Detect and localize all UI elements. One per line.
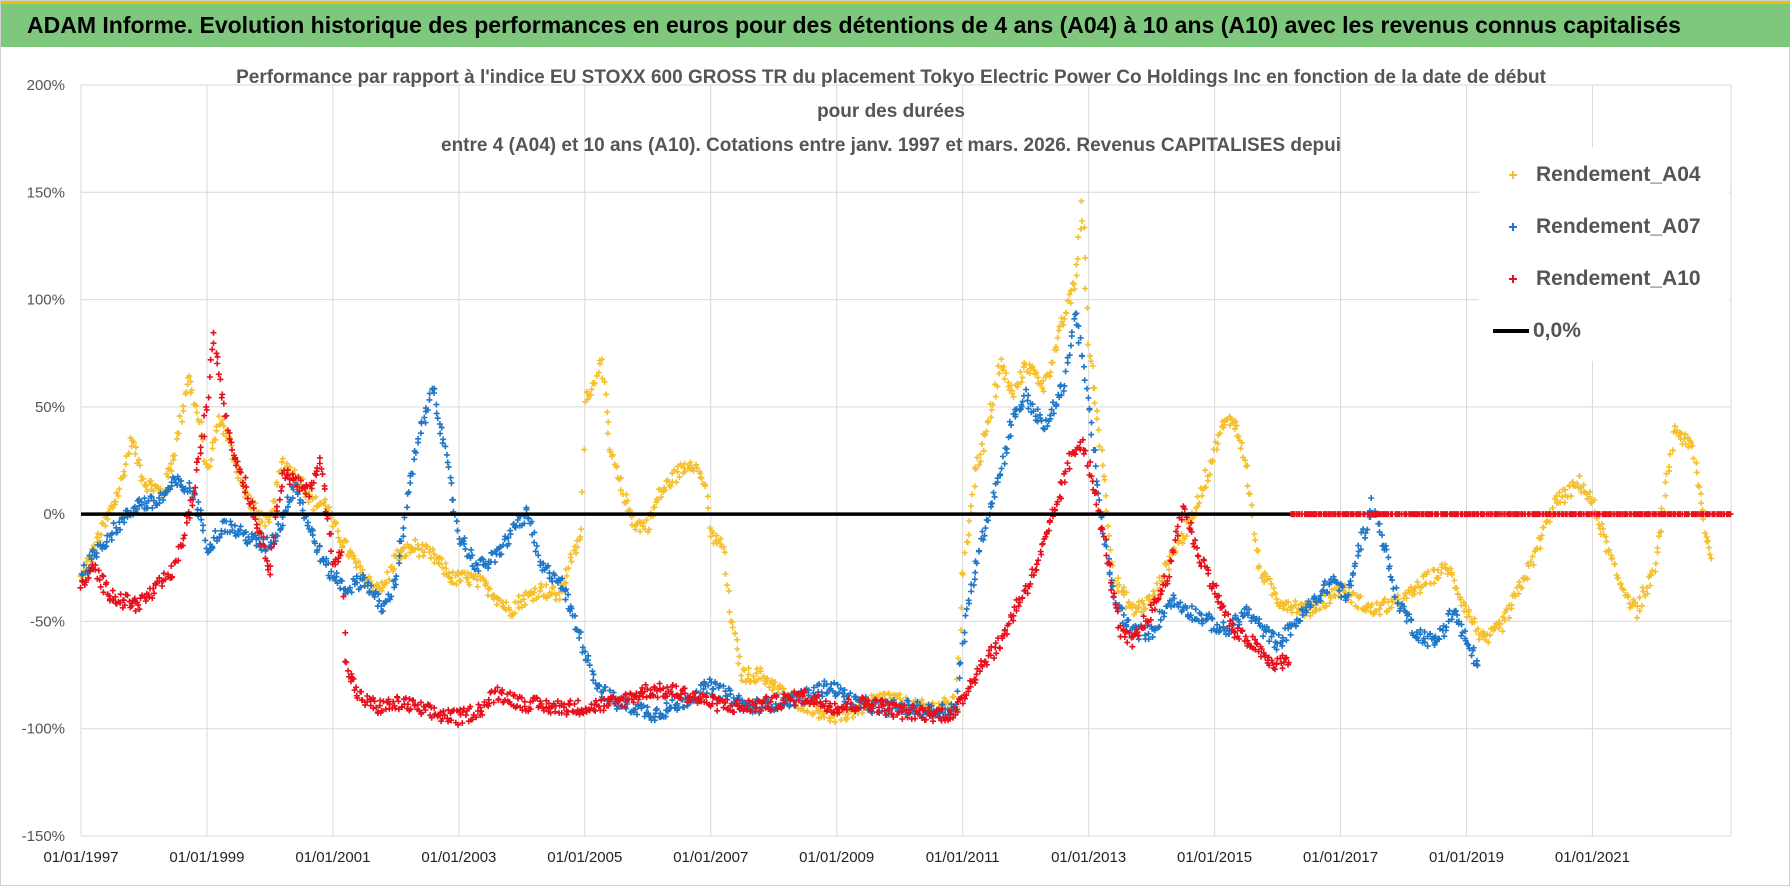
x-tick-label: 01/01/2005	[547, 849, 622, 866]
chart-title-line: Performance par rapport à l'indice EU ST…	[236, 67, 1546, 88]
x-axis-tick-labels: 01/01/1997 01/01/1999 01/01/2001 01/01/2003…	[43, 849, 1630, 866]
series-rendement-a10-0-0-	[1288, 511, 1734, 518]
y-tick-label: 0%	[43, 506, 65, 523]
scatter-markers	[77, 329, 1292, 728]
legend-background	[1479, 147, 1729, 361]
scatter-markers	[1288, 511, 1734, 518]
y-tick-label: 100%	[27, 292, 65, 309]
x-tick-label: 01/01/2009	[799, 849, 874, 866]
x-tick-label: 01/01/2017	[1303, 849, 1378, 866]
x-tick-label: 01/01/2021	[1555, 849, 1630, 866]
legend-marker-a10	[1509, 275, 1517, 283]
x-tick-label: 01/01/2019	[1429, 849, 1504, 866]
chart-svg: 200% 150% 100% 50% 0% -50% -100% -150% 01/01/19…	[22, 67, 1734, 866]
report-title: ADAM Informe. Evolution historique des p…	[27, 12, 1681, 38]
x-tick-label: 01/01/2001	[295, 849, 370, 866]
series-layer	[77, 198, 1734, 728]
legend-label-a10: Rendement_A10	[1536, 267, 1701, 290]
legend-marker-a07	[1509, 223, 1517, 231]
legend-label-a04: Rendement_A04	[1536, 163, 1701, 186]
x-tick-label: 01/01/2003	[421, 849, 496, 866]
legend-label-a07: Rendement_A07	[1536, 215, 1701, 238]
y-axis-tick-labels: 200% 150% 100% 50% 0% -50% -100% -150%	[22, 77, 65, 845]
x-tick-label: 01/01/1997	[43, 849, 118, 866]
y-tick-label: 200%	[27, 77, 65, 94]
scatter-markers	[78, 310, 1481, 724]
x-tick-label: 01/01/2007	[673, 849, 748, 866]
chart-title: Performance par rapport à l'indice EU ST…	[236, 67, 1546, 156]
x-tick-label: 01/01/1999	[169, 849, 244, 866]
chart-title-line: entre 4 (A04) et 10 ans (A10). Cotations…	[441, 135, 1341, 156]
series-rendement-a10	[77, 329, 1292, 728]
y-tick-label: 50%	[35, 399, 65, 416]
y-tick-label: -100%	[22, 721, 65, 738]
x-tick-label: 01/01/2011	[926, 849, 1000, 866]
y-tick-label: 150%	[27, 184, 65, 201]
report-banner: ADAM Informe. Evolution historique des p…	[1, 1, 1790, 47]
series-rendement-a07	[78, 310, 1481, 724]
chart-title-line: pour des durées	[817, 101, 965, 122]
x-tick-label: 01/01/2015	[1177, 849, 1252, 866]
legend-marker-a04	[1509, 171, 1517, 179]
y-tick-label: -150%	[22, 828, 65, 845]
x-tick-label: 01/01/2013	[1051, 849, 1126, 866]
y-tick-label: -50%	[30, 613, 65, 630]
legend: Rendement_A04 Rendement_A07 Rendement_A10 0…	[1493, 163, 1701, 342]
legend-label-zero: 0,0%	[1533, 319, 1581, 342]
